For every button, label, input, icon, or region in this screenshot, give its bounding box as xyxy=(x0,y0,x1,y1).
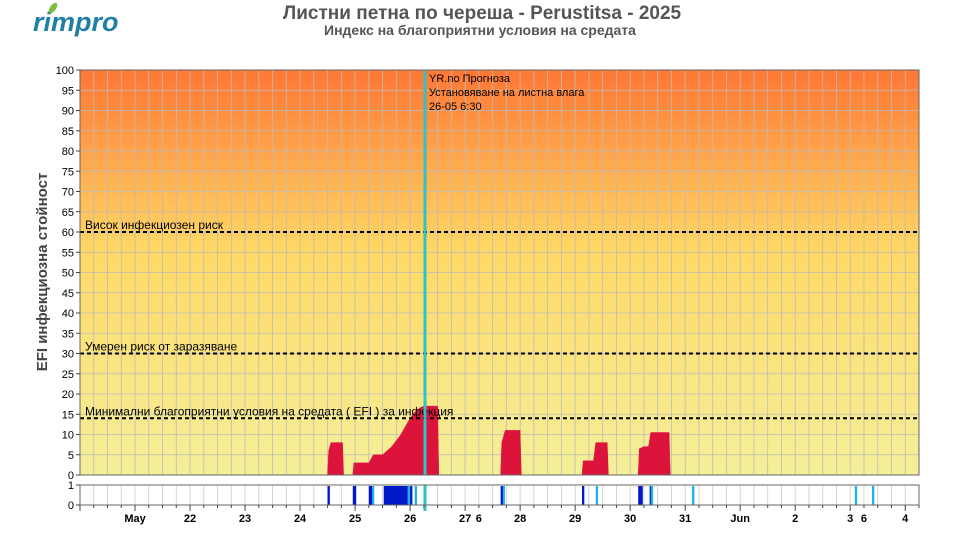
grid xyxy=(79,69,920,476)
wetness-bar xyxy=(414,486,417,505)
thresholds: Висок инфекциозен риск Умерен риск от зар… xyxy=(80,218,919,420)
y-tick-label: 60 xyxy=(62,227,74,239)
wetness-bar xyxy=(372,486,375,505)
y-tick-label: 0 xyxy=(68,470,74,482)
x-tick-label: 25 xyxy=(349,513,361,525)
y-tick-label: 25 xyxy=(62,369,74,381)
threshold-label: Минимални благоприятни условия на средат… xyxy=(85,404,453,418)
x-tick-label: 22 xyxy=(184,513,196,525)
x-tick-label: May xyxy=(124,513,146,525)
wetness-bar xyxy=(383,486,408,505)
wetness-y-tick-label: 0 xyxy=(68,500,74,512)
efi-area xyxy=(327,442,344,475)
wetness-bar xyxy=(595,486,599,505)
wetness-bar xyxy=(368,486,373,505)
x-tick-label: 23 xyxy=(239,513,251,525)
x-tick-label: 26 xyxy=(404,513,416,525)
y-axis-ticks: 0 5 10 15 20 25 30 35 40 45 50 55 60 65 70 75 80 85 90 95 10… xyxy=(56,65,80,482)
x-tick-label: 24 xyxy=(294,513,307,525)
x-axis-ticks: May 22 23 24 25 26 27 6 28 29 30 31 Jun 2 3 6 4 xyxy=(79,505,920,525)
wetness-y-ticks: 01 xyxy=(68,480,80,512)
x-tick-label: Jun xyxy=(730,513,750,525)
rimpro-logo: rimpro xyxy=(33,2,119,37)
wetness-bar xyxy=(502,486,505,505)
wetness-bar xyxy=(582,486,585,505)
y-tick-label: 40 xyxy=(62,308,74,320)
plot-area: Висок инфекциозен риск Умерен риск от зар… xyxy=(79,69,920,476)
wetness-bar xyxy=(854,486,858,505)
x-tick-label: 29 xyxy=(569,513,581,525)
x-tick-label: 28 xyxy=(514,513,526,525)
wetness-grid xyxy=(79,485,920,505)
x-tick-label: 30 xyxy=(624,513,636,525)
wetness-bar xyxy=(407,486,411,505)
wetness-bar xyxy=(649,486,652,505)
x-tick-label: 3 xyxy=(847,513,853,525)
y-tick-label: 95 xyxy=(62,85,74,97)
wetness-bar xyxy=(692,486,695,505)
x-tick-label: 6 xyxy=(476,513,482,525)
y-tick-label: 65 xyxy=(62,207,74,219)
x-tick-label: 6 xyxy=(861,513,867,525)
y-tick-label: 5 xyxy=(68,450,74,462)
wetness-bar xyxy=(500,486,503,505)
y-tick-label: 10 xyxy=(62,430,74,442)
y-axis-label: EFI инфекциозна стойност xyxy=(34,173,51,372)
x-tick-label: 2 xyxy=(792,513,798,525)
y-tick-label: 15 xyxy=(62,409,74,421)
y-tick-label: 50 xyxy=(62,268,74,280)
forecast-marker: YR.no Прогноза Установяване на листна вла… xyxy=(423,70,585,475)
efi-area xyxy=(637,432,671,475)
y-tick-label: 75 xyxy=(62,166,74,178)
threshold-label: Умерен риск от заразяване xyxy=(85,340,237,354)
logo-text: rimpro xyxy=(33,7,119,37)
x-tick-label: 4 xyxy=(902,513,909,525)
wetness-bar xyxy=(352,486,357,505)
y-tick-label: 80 xyxy=(62,146,74,158)
y-tick-label: 45 xyxy=(62,288,74,300)
wetness-background xyxy=(80,485,919,505)
wetness-frame xyxy=(79,484,920,506)
wetness-bar xyxy=(650,486,654,505)
chart-subtitle: Индекс на благоприятни условия на средат… xyxy=(324,22,636,38)
wetness-bars xyxy=(327,486,875,505)
efi-area xyxy=(500,430,522,475)
x-tick-label: 27 xyxy=(459,513,471,525)
y-tick-label: 30 xyxy=(62,349,74,361)
forecast-marker-label: Установяване на листна влага xyxy=(429,87,585,99)
y-tick-label: 55 xyxy=(62,247,74,259)
y-tick-label: 90 xyxy=(62,106,74,118)
x-tick-label: 31 xyxy=(679,513,691,525)
y-tick-label: 35 xyxy=(62,328,74,340)
wetness-panel xyxy=(79,484,920,511)
threshold-label: Висок инфекциозен риск xyxy=(85,218,224,232)
efi-area xyxy=(581,442,609,475)
forecast-marker-label: 26-05 6:30 xyxy=(429,101,482,113)
wetness-bar xyxy=(327,486,330,505)
forecast-marker-label: YR.no Прогноза xyxy=(429,73,511,85)
y-tick-label: 100 xyxy=(56,65,74,77)
wetness-y-tick-label: 1 xyxy=(68,480,74,492)
wetness-bar xyxy=(410,486,413,505)
leaf-icon xyxy=(48,2,58,14)
chart-title: Листни петна по череша - Perustitsa - 20… xyxy=(283,3,682,24)
y-tick-label: 20 xyxy=(62,389,74,401)
wetness-bar xyxy=(638,486,643,505)
y-tick-label: 70 xyxy=(62,187,74,199)
series-efi xyxy=(327,405,671,475)
y-tick-label: 85 xyxy=(62,126,74,138)
wetness-bar xyxy=(872,486,875,505)
